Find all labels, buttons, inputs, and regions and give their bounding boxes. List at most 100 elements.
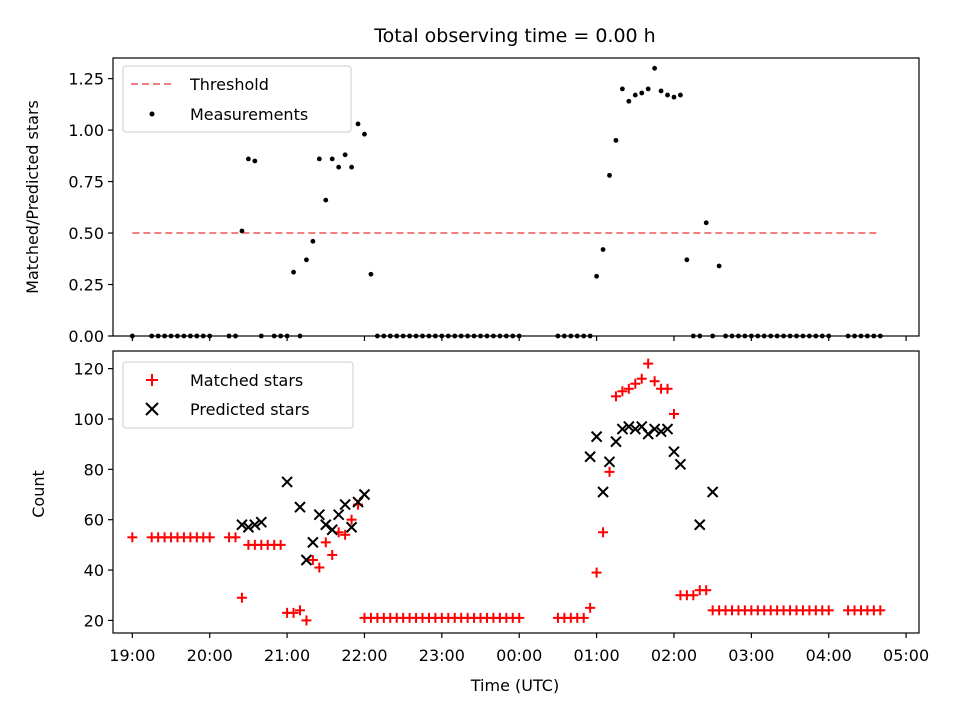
panel-1-matched-stars-point: [668, 408, 679, 419]
panel-0-measurements-point: [484, 333, 490, 339]
panel-1-x-tick-label: 21:00: [264, 646, 310, 665]
legend-predicted-label: Predicted stars: [190, 400, 310, 419]
panel-0-measurements-point: [594, 273, 599, 279]
panel-1-predicted-stars-point: [590, 430, 603, 443]
bottom-legend: Matched stars Predicted stars: [122, 361, 354, 429]
panel-1-y-tick-label: 20: [84, 611, 104, 630]
panel-0-measurements-point: [246, 156, 251, 162]
panel-1-predicted-stars-point: [339, 498, 351, 511]
panel-0-measurements-point: [271, 333, 277, 339]
panel-0-y-tick-label: 1.25: [68, 70, 104, 89]
panel-1-matched-stars-point: [204, 532, 215, 543]
panel-1-matched-stars-point: [662, 383, 673, 394]
top-panel: 0.00 0.25 0.50 0.75 1.00 1.25: [68, 57, 920, 346]
panel-0-measurements-point: [503, 333, 509, 339]
panel-1-frame: [112, 350, 920, 634]
panel-0-measurements-point: [278, 333, 284, 339]
panel-0-measurements-point: [742, 333, 748, 339]
panel-1-matched-stars-point: [617, 386, 628, 397]
panel-0-measurements-point: [768, 333, 774, 339]
panel-0-measurements-point: [355, 121, 361, 127]
panel-0-measurements-point: [819, 333, 825, 339]
panel-0-measurements-point: [310, 238, 316, 244]
panel-1-y-tick-label: 120: [73, 360, 104, 379]
panel-1-predicted-stars-point: [694, 519, 706, 531]
panel-0-measurements-point: [671, 94, 677, 100]
panel-0-measurements-point: [175, 333, 180, 339]
panel-1-matched-stars-point: [591, 567, 602, 578]
panel-1-x-tick-label: 22:00: [341, 646, 387, 665]
bottom-panel: 20 40 60 80 100 120 19:00 20:00 21:00 22:00 23:00 0…: [73, 350, 929, 665]
legend-threshold-label: Threshold: [189, 75, 269, 94]
panel-0-measurements-point: [155, 333, 161, 339]
panel-0-measurements-point: [710, 333, 716, 339]
panel-1-y-tick-label: 100: [73, 410, 104, 429]
panel-1-predicted-stars-point: [661, 423, 674, 435]
panel-1-predicted-stars-point: [610, 435, 622, 448]
panel-0-measurements-point: [497, 333, 503, 339]
panel-0-measurements-point: [645, 86, 651, 92]
panel-1-matched-stars-point: [275, 539, 286, 550]
panel-1-matched-stars-point: [514, 612, 525, 623]
panel-0-measurements-point: [478, 333, 483, 339]
panel-0-measurements-point: [162, 333, 167, 339]
panel-0-measurements-point: [794, 333, 799, 339]
panel-1-predicted-stars-point: [345, 521, 358, 533]
panel-1-predicted-stars-point: [236, 519, 248, 531]
panel-1-predicted-stars-point: [629, 423, 641, 435]
panel-1-x-tick-label: 02:00: [651, 646, 697, 665]
panel-0-measurements-point: [787, 333, 793, 339]
panel-0-y-tick-label: 0.00: [68, 327, 104, 346]
legend-predicted-swatch: [145, 402, 159, 416]
panel-1-matched-stars-point: [649, 376, 660, 387]
panel-0-measurements-point: [561, 333, 567, 339]
panel-1-matched-stars-point: [307, 554, 318, 565]
panel-0-measurements-point: [407, 333, 413, 339]
panel-1-predicted-stars-point: [616, 423, 629, 435]
panel-0-measurements-point: [200, 333, 206, 339]
panel-1-matched-stars-point: [604, 466, 615, 477]
panel-1-matched-stars-point: [585, 602, 596, 613]
panel-0-measurements-point: [581, 333, 587, 339]
panel-0-measurements-point: [613, 137, 619, 143]
panel-0-measurements-point: [149, 333, 155, 339]
legend-measurements-label: Measurements: [190, 105, 308, 124]
panel-1-matched-stars-point: [643, 358, 654, 369]
panel-0-measurements-point: [168, 333, 174, 339]
panel-1-matched-stars-point: [630, 378, 641, 389]
panel-1-y-tick-label: 80: [84, 460, 104, 479]
panel-0-measurements-point: [678, 92, 683, 98]
panel-1-x-tick-label: 05:00: [883, 646, 929, 665]
panel-0-measurements-point: [755, 333, 761, 339]
panel-0-measurements-point: [587, 333, 593, 339]
panel-0-measurements-point: [658, 88, 664, 94]
panel-1-x-tick-label: 00:00: [496, 646, 542, 665]
top-legend-frame: [122, 65, 352, 133]
panel-0-measurements-point: [374, 333, 380, 339]
panel-0-measurements-point: [129, 333, 135, 339]
panel-1-predicted-stars-point: [249, 519, 261, 531]
panel-1-matched-stars-point: [623, 383, 634, 394]
panel-1-predicted-stars-point: [623, 420, 635, 433]
panel-0-measurements-point: [458, 333, 464, 339]
panel-0-measurements-point: [877, 333, 883, 339]
panel-0-measurements-point: [852, 333, 857, 339]
top-legend: Threshold Measurements: [122, 65, 352, 133]
panel-0-measurements-point: [304, 257, 309, 263]
panel-1-x-tick-label: 01:00: [574, 646, 620, 665]
panel-0-measurements-point: [723, 333, 728, 339]
panel-0-measurements-point: [187, 333, 193, 339]
panel-0-measurements-point: [684, 257, 690, 263]
panel-0-measurements-point: [761, 333, 767, 339]
panel-0-measurements-point: [316, 156, 322, 162]
panel-0-measurements-point: [181, 333, 187, 339]
panel-0-measurements-point: [619, 86, 625, 92]
panel-1-x-tick-label: 19:00: [109, 646, 155, 665]
panel-1-matched-stars-point: [823, 605, 834, 616]
panel-0-measurements-point: [665, 92, 670, 98]
panel-0-y-tick-label: 0.50: [68, 224, 104, 243]
panel-0-measurements-point: [826, 333, 832, 339]
panel-1-predicted-stars-point: [668, 446, 680, 458]
panel-1-matched-stars-point: [875, 605, 886, 616]
